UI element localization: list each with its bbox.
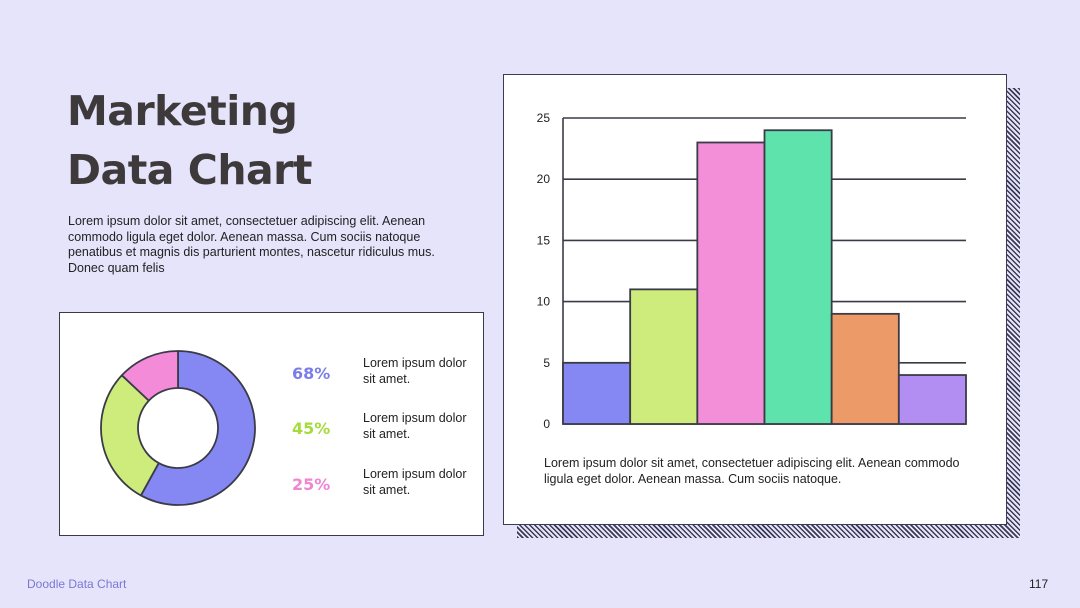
- stat-item-1: 68% Lorem ipsum dolor sit amet.: [292, 355, 472, 395]
- bar-6: [897, 374, 967, 425]
- stat-item-2: 45% Lorem ipsum dolor sit amet.: [292, 410, 472, 450]
- bar-chart-caption: Lorem ipsum dolor sit amet, consectetuer…: [544, 456, 960, 486]
- footer-deck-name: Doodle Data Chart: [27, 577, 127, 591]
- page-number: 117: [1029, 577, 1049, 591]
- y-tick-label-25: 25: [537, 111, 551, 125]
- stat-value-1: 68%: [292, 364, 331, 383]
- bar-1: [562, 361, 632, 425]
- bar-5: [830, 312, 900, 425]
- bar-chart-card: 0 5 10 15 20 25 Lorem ipsum dolor sit amet, c…: [503, 74, 1007, 525]
- donut-chart: [100, 350, 256, 506]
- donut-chart-card: 68% Lorem ipsum dolor sit amet. 45% Lore…: [59, 312, 484, 536]
- title-line-1: Marketing: [67, 87, 298, 135]
- donut-slice-2: [100, 374, 160, 497]
- stat-value-3: 25%: [292, 475, 331, 494]
- y-tick-label-5: 5: [543, 356, 550, 370]
- y-tick-label-0: 0: [543, 417, 550, 431]
- bar-3: [696, 141, 766, 425]
- donut-slice-1: [140, 350, 256, 506]
- y-tick-label-10: 10: [537, 295, 551, 309]
- stat-text-1: Lorem ipsum dolor sit amet.: [363, 356, 467, 386]
- slide-title: Marketing Data Chart: [67, 82, 313, 200]
- stat-text-3: Lorem ipsum dolor sit amet.: [363, 467, 467, 497]
- y-tick-label-15: 15: [537, 233, 551, 247]
- donut-slice-3: [120, 350, 179, 402]
- bar-4: [763, 129, 833, 425]
- intro-paragraph: Lorem ipsum dolor sit amet, consectetuer…: [68, 214, 435, 275]
- stat-text-2: Lorem ipsum dolor sit amet.: [363, 411, 467, 441]
- y-tick-label-20: 20: [537, 172, 551, 186]
- stat-item-3: 25% Lorem ipsum dolor sit amet.: [292, 466, 472, 506]
- bar-chart: 0 5 10 15 20 25: [537, 111, 967, 431]
- title-line-2: Data Chart: [67, 146, 313, 194]
- stat-value-2: 45%: [292, 419, 331, 438]
- bar-2: [629, 288, 699, 425]
